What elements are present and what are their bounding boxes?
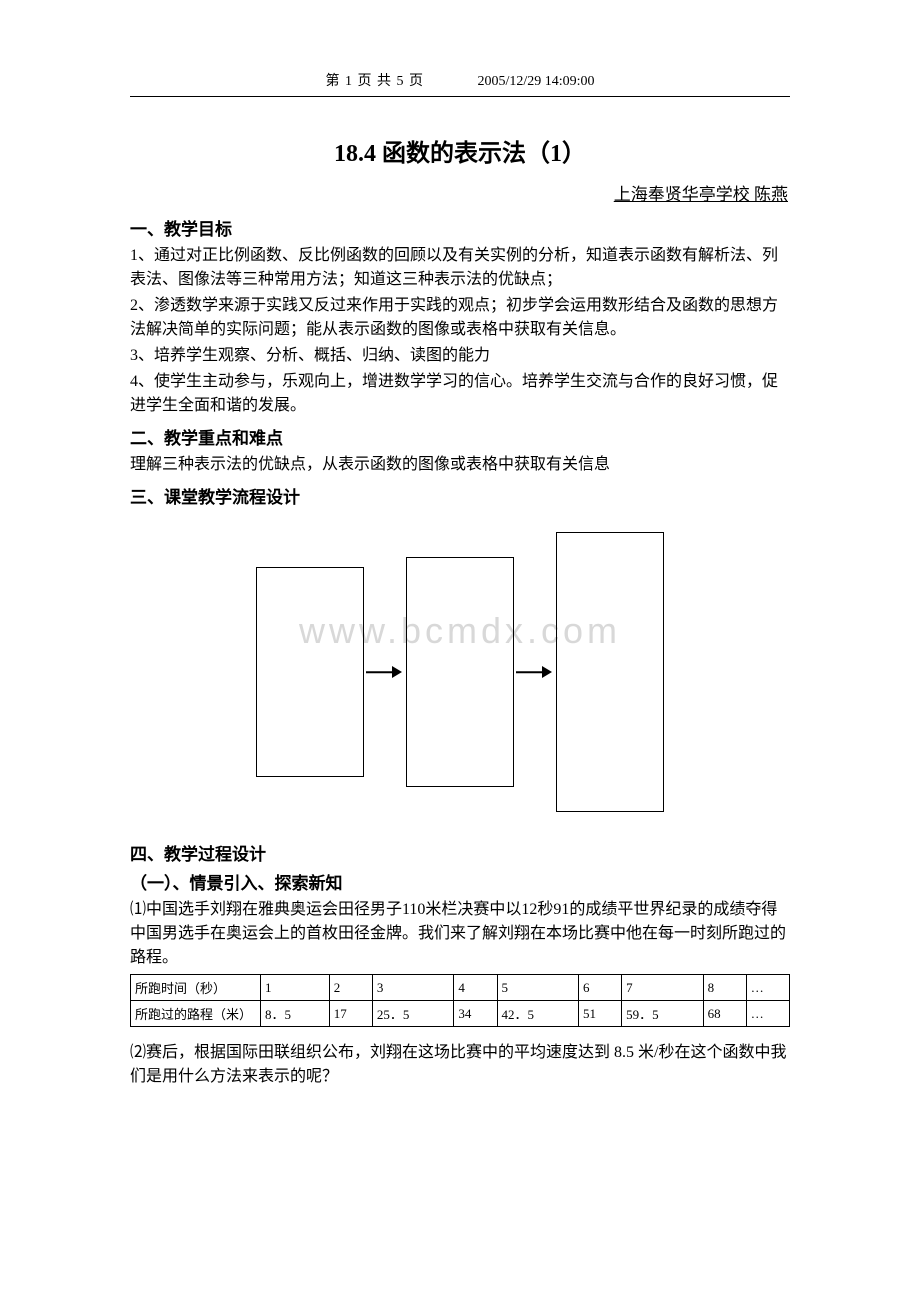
timestamp: 2005/12/29 14:09:00	[477, 74, 594, 90]
cell: 34	[454, 1001, 497, 1027]
cell: 25．5	[372, 1001, 453, 1027]
author-line: 上海奉贤华亭学校 陈燕	[130, 180, 790, 205]
cell: 17	[329, 1001, 372, 1027]
cell: 5	[497, 975, 578, 1001]
section-1-item-1: 1、通过对正比例函数、反比例函数的回顾以及有关实例的分析，知道表示函数有解析法、…	[130, 244, 790, 292]
cell: …	[746, 1001, 789, 1027]
author-name: 上海奉贤华亭学校 陈燕	[614, 185, 788, 204]
section-1-item-2: 2、渗透数学来源于实践又反过来作用于实践的观点；初步学会运用数形结合及函数的思想…	[130, 294, 790, 342]
table-row: 所跑过的路程（米） 8．5 17 25．5 34 42．5 51 59．5 68…	[131, 1001, 790, 1027]
cell: 59．5	[622, 1001, 703, 1027]
cell: 8	[703, 975, 746, 1001]
section-4-p1: ⑴中国选手刘翔在雅典奥运会田径男子110米栏决赛中以12秒91的成绩平世界纪录的…	[130, 898, 790, 970]
row-label: 所跑过的路程（米）	[131, 1001, 261, 1027]
cell: 1	[261, 975, 330, 1001]
document-title: 18.4 函数的表示法（1）	[130, 133, 790, 168]
section-1-item-3: 3、培养学生观察、分析、概括、归纳、读图的能力	[130, 344, 790, 368]
section-3-heading: 三、课堂教学流程设计	[130, 483, 790, 508]
cell: 7	[622, 975, 703, 1001]
row-label: 所跑时间（秒）	[131, 975, 261, 1001]
cell: 42．5	[497, 1001, 578, 1027]
cell: 8．5	[261, 1001, 330, 1027]
section-2-text: 理解三种表示法的优缺点，从表示函数的图像或表格中获取有关信息	[130, 453, 790, 477]
cell: 51	[578, 1001, 621, 1027]
data-table: 所跑时间（秒） 1 2 3 4 5 6 7 8 … 所跑过的路程（米） 8．5 …	[130, 974, 790, 1027]
flow-box-1	[256, 567, 364, 777]
flow-box-3	[556, 532, 664, 812]
page-info: 第 1 页 共 5 页	[325, 70, 424, 90]
cell: 68	[703, 1001, 746, 1027]
section-1-item-4: 4、使学生主动参与，乐观向上，增进数学学习的信心。培养学生交流与合作的良好习惯，…	[130, 370, 790, 418]
section-4-sub1-heading: （一）、情景引入、探索新知	[130, 869, 790, 894]
section-1-heading: 一、教学目标	[130, 215, 790, 240]
table-row: 所跑时间（秒） 1 2 3 4 5 6 7 8 …	[131, 975, 790, 1001]
section-4-p2: ⑵赛后，根据国际田联组织公布，刘翔在这场比赛中的平均速度达到 8.5 米/秒在这…	[130, 1041, 790, 1089]
arrow-icon	[514, 657, 556, 687]
cell: 3	[372, 975, 453, 1001]
section-4-heading: 四、教学过程设计	[130, 840, 790, 865]
cell: …	[746, 975, 789, 1001]
section-2-heading: 二、教学重点和难点	[130, 424, 790, 449]
page-header: 第 1 页 共 5 页 2005/12/29 14:09:00	[130, 70, 790, 97]
arrow-icon	[364, 657, 406, 687]
cell: 4	[454, 975, 497, 1001]
cell: 2	[329, 975, 372, 1001]
flowchart	[130, 532, 790, 812]
cell: 6	[578, 975, 621, 1001]
flow-box-2	[406, 557, 514, 787]
